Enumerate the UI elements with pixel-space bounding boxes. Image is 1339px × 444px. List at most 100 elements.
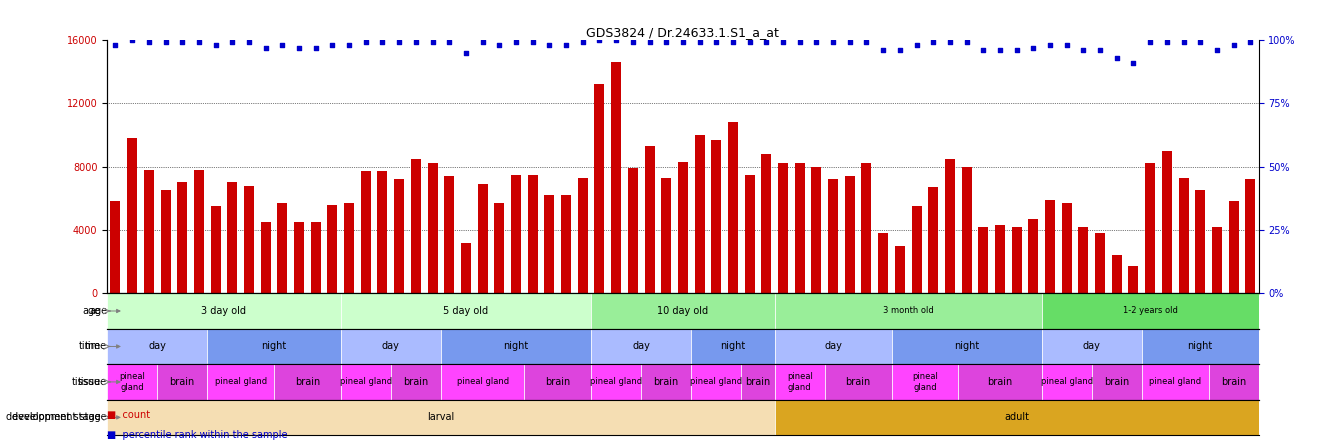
Bar — [461, 242, 471, 293]
Point — [1090, 47, 1111, 54]
Point — [1173, 39, 1194, 46]
Text: day: day — [632, 341, 651, 352]
Text: development stage: development stage — [5, 412, 100, 422]
Point — [388, 39, 410, 46]
Bar — [360, 171, 371, 293]
Bar — [561, 195, 570, 293]
Text: night: night — [261, 341, 287, 352]
FancyBboxPatch shape — [340, 364, 391, 400]
Point — [122, 36, 143, 44]
Point — [1123, 59, 1145, 66]
FancyBboxPatch shape — [641, 364, 691, 400]
Point — [589, 36, 611, 44]
Bar — [778, 163, 789, 293]
Text: ■  count: ■ count — [107, 409, 150, 420]
Point — [305, 44, 327, 51]
Point — [406, 39, 427, 46]
Bar — [1212, 227, 1223, 293]
Point — [990, 47, 1011, 54]
FancyBboxPatch shape — [892, 329, 1042, 364]
Text: 5 day old: 5 day old — [443, 306, 489, 316]
Text: tissue: tissue — [78, 377, 107, 387]
Point — [873, 47, 894, 54]
Bar — [678, 162, 688, 293]
Point — [288, 44, 309, 51]
Point — [739, 39, 761, 46]
Bar — [411, 159, 420, 293]
Text: pineal gland: pineal gland — [214, 377, 266, 386]
Text: brain: brain — [170, 377, 195, 387]
Bar — [611, 62, 621, 293]
Bar — [1062, 203, 1071, 293]
FancyBboxPatch shape — [825, 364, 892, 400]
Text: brain: brain — [845, 377, 870, 387]
Bar — [261, 222, 270, 293]
Point — [189, 39, 210, 46]
FancyBboxPatch shape — [691, 364, 742, 400]
Bar — [511, 174, 521, 293]
Text: brain: brain — [545, 377, 570, 387]
Bar — [878, 233, 888, 293]
Point — [722, 39, 743, 46]
Bar — [445, 176, 454, 293]
Point — [238, 39, 260, 46]
Text: night: night — [953, 341, 979, 352]
Text: day: day — [823, 341, 842, 352]
Point — [1106, 54, 1127, 61]
Text: development stage: development stage — [12, 412, 107, 422]
Point — [171, 39, 193, 46]
Point — [505, 39, 526, 46]
Point — [956, 39, 977, 46]
Point — [104, 41, 126, 48]
Bar — [912, 206, 921, 293]
Text: brain: brain — [653, 377, 679, 387]
FancyBboxPatch shape — [340, 329, 441, 364]
FancyBboxPatch shape — [1142, 329, 1259, 364]
Text: tissue: tissue — [71, 377, 100, 387]
Bar — [295, 222, 304, 293]
Bar — [277, 203, 288, 293]
Text: brain: brain — [295, 377, 320, 387]
Point — [489, 41, 510, 48]
FancyBboxPatch shape — [274, 364, 340, 400]
Point — [923, 39, 944, 46]
Bar — [378, 171, 387, 293]
Text: brain: brain — [746, 377, 771, 387]
Text: night: night — [1188, 341, 1213, 352]
Point — [1023, 44, 1044, 51]
Point — [755, 39, 777, 46]
Bar — [1111, 255, 1122, 293]
Point — [822, 39, 844, 46]
Point — [538, 41, 560, 48]
FancyBboxPatch shape — [107, 400, 775, 435]
Bar — [427, 163, 438, 293]
FancyBboxPatch shape — [1209, 364, 1259, 400]
Bar — [1196, 190, 1205, 293]
Bar — [744, 174, 755, 293]
Text: brain: brain — [403, 377, 428, 387]
FancyBboxPatch shape — [208, 329, 340, 364]
FancyBboxPatch shape — [391, 364, 441, 400]
Text: 1-2 years old: 1-2 years old — [1122, 306, 1177, 316]
Text: adult: adult — [1004, 412, 1030, 422]
Bar — [110, 202, 121, 293]
FancyBboxPatch shape — [107, 329, 208, 364]
Text: age: age — [88, 306, 107, 316]
Point — [1223, 41, 1244, 48]
Bar — [928, 187, 939, 293]
Bar — [1178, 178, 1189, 293]
Text: pineal gland: pineal gland — [690, 377, 742, 386]
Bar — [762, 154, 771, 293]
Bar — [311, 222, 321, 293]
Point — [556, 41, 577, 48]
Point — [605, 36, 627, 44]
Text: brain: brain — [1105, 377, 1129, 387]
Text: 3 month old: 3 month old — [882, 306, 933, 316]
Bar — [861, 163, 872, 293]
Point — [1189, 39, 1210, 46]
Bar — [628, 168, 637, 293]
Bar — [1095, 233, 1105, 293]
FancyBboxPatch shape — [1142, 364, 1209, 400]
FancyBboxPatch shape — [959, 364, 1042, 400]
Point — [939, 39, 960, 46]
